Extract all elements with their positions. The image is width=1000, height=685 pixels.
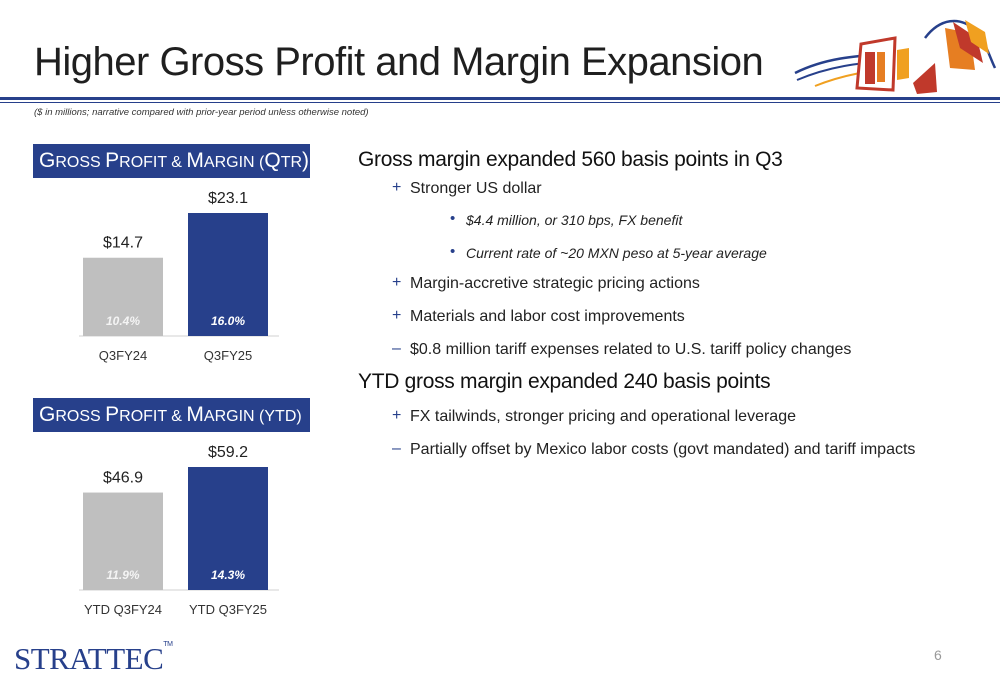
gross-profit-qtr-chart: $14.7 10.4% Q3FY24 $23.1 16.0% Q3FY25 bbox=[79, 190, 279, 363]
category-label: Q3FY25 bbox=[204, 348, 252, 363]
header-smallcaps: ARGIN (YTD) bbox=[203, 408, 302, 425]
bar bbox=[188, 467, 268, 590]
bar bbox=[83, 492, 163, 590]
header-smallcaps: ROSS bbox=[55, 408, 106, 425]
margin-label: 10.4% bbox=[106, 314, 140, 328]
minus-marker: – bbox=[392, 340, 401, 357]
bullet-item: – $0.8 million tariff expenses related to… bbox=[392, 340, 978, 359]
margin-label: 14.3% bbox=[211, 568, 245, 582]
heading-ytd-margin: YTD gross margin expanded 240 basis poin… bbox=[358, 370, 771, 393]
margin-label: 16.0% bbox=[211, 314, 245, 328]
bullet-text: Materials and labor cost improvements bbox=[410, 308, 685, 325]
title-rule-thin bbox=[0, 102, 1000, 103]
header-letter: M bbox=[186, 403, 204, 426]
plus-marker: + bbox=[392, 307, 402, 324]
bullet-text: Partially offset by Mexico labor costs (… bbox=[410, 441, 916, 458]
bullet-item: + FX tailwinds, stronger pricing and oper… bbox=[392, 407, 978, 426]
dot-marker: • bbox=[450, 243, 456, 260]
data-label: $23.1 bbox=[208, 190, 248, 207]
header-smallcaps: ARGIN ( bbox=[203, 154, 265, 171]
chart-header-ytd: GROSS PROFIT & MARGIN (YTD) bbox=[33, 398, 310, 432]
header-letter: P bbox=[105, 403, 120, 426]
bullet-item: + Materials and labor cost improvements bbox=[392, 307, 978, 326]
page-number: 6 bbox=[934, 647, 942, 663]
gross-profit-ytd-chart: $46.9 11.9% YTD Q3FY24 $59.2 14.3% YTD Q3FY25 bbox=[79, 444, 279, 617]
sub-bullet-item: • Current rate of ~20 MXN peso at 5-year … bbox=[450, 243, 978, 261]
units-note: ($ in millions; narrative compared with … bbox=[34, 107, 369, 118]
data-label: $59.2 bbox=[208, 444, 248, 461]
category-label: Q3FY24 bbox=[99, 348, 147, 363]
bar bbox=[83, 257, 163, 336]
bullet-text: Current rate of ~20 MXN peso at 5-year a… bbox=[466, 245, 767, 261]
bullet-item: + Margin-accretive strategic pricing acti… bbox=[392, 274, 978, 293]
sub-bullet-item: • $4.4 million, or 310 bps, FX benefit bbox=[450, 210, 978, 228]
data-label: $14.7 bbox=[103, 235, 143, 252]
bullet-text: Margin-accretive strategic pricing actio… bbox=[410, 275, 700, 292]
bullet-text: $4.4 million, or 310 bps, FX benefit bbox=[466, 212, 683, 228]
title-rule-thick bbox=[0, 97, 1000, 100]
strattec-logo: STRATTECTM bbox=[14, 641, 173, 677]
bullet-text: FX tailwinds, stronger pricing and opera… bbox=[410, 408, 796, 425]
category-label: YTD Q3FY25 bbox=[189, 602, 267, 617]
header-letter: G bbox=[39, 149, 56, 172]
brand-name: STRATTEC bbox=[14, 641, 164, 676]
commentary-bullets: Gross margin expanded 560 basis points i… bbox=[358, 148, 978, 459]
category-label: YTD Q3FY24 bbox=[84, 602, 162, 617]
bullet-text: Stronger US dollar bbox=[410, 180, 542, 197]
minus-marker: – bbox=[392, 440, 401, 457]
header-letter: G bbox=[39, 403, 56, 426]
header-smallcaps: ROFIT & bbox=[119, 408, 187, 425]
bullet-text: $0.8 million tariff expenses related to … bbox=[410, 341, 852, 358]
heading-q3-margin: Gross margin expanded 560 basis points i… bbox=[358, 148, 783, 171]
dot-marker: • bbox=[450, 210, 456, 227]
plus-marker: + bbox=[392, 274, 402, 291]
chart-header-qtr: GROSS PROFIT & MARGIN (QTR) bbox=[33, 144, 310, 178]
header-smallcaps: ROSS bbox=[55, 154, 106, 171]
plus-marker: + bbox=[392, 407, 402, 424]
bar bbox=[188, 213, 268, 336]
bullet-item: – Partially offset by Mexico labor costs … bbox=[392, 440, 978, 459]
plus-marker: + bbox=[392, 179, 402, 196]
header-letter: ) bbox=[302, 149, 310, 172]
margin-label: 11.9% bbox=[106, 568, 139, 582]
brand-trademark: TM bbox=[163, 641, 173, 648]
bullet-item: + Stronger US dollar bbox=[392, 179, 978, 198]
header-letter: Q bbox=[264, 149, 281, 172]
header-letter: P bbox=[105, 149, 120, 172]
slide-title: Higher Gross Profit and Margin Expansion bbox=[34, 40, 764, 84]
data-label: $46.9 bbox=[103, 470, 143, 487]
decorative-brand-artwork bbox=[794, 19, 997, 94]
header-smallcaps: TR bbox=[280, 154, 303, 171]
header-smallcaps: ROFIT & bbox=[119, 154, 187, 171]
header-letter: M bbox=[186, 149, 204, 172]
